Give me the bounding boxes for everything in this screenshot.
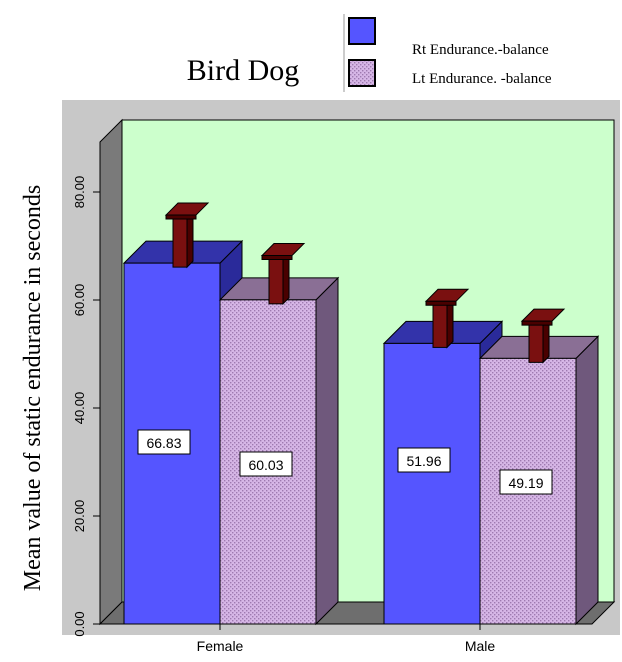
data-label: 60.03	[248, 457, 283, 473]
data-label: 51.96	[406, 453, 441, 469]
error-bar	[520, 308, 566, 364]
y-tick-label: 80.00	[72, 176, 87, 209]
error-bar-stem	[432, 300, 448, 348]
error-bar-cap-edge	[521, 320, 553, 326]
y-tick-label: 20.00	[72, 500, 87, 533]
data-label-box	[499, 469, 553, 495]
error-bar-cap-edge	[261, 255, 293, 261]
error-bar-stem	[172, 214, 188, 268]
data-label: 66.83	[146, 435, 181, 451]
error-bar-cap-edge	[165, 214, 197, 220]
legend-label-rt: Rt Endurance.-balance	[412, 42, 549, 58]
bars: 66.83 60.03 51.96 49.19	[122, 202, 600, 626]
bar: 49.19	[478, 308, 600, 626]
error-bar-stem	[528, 320, 544, 363]
x-axis: Female Male	[197, 624, 496, 654]
legend-swatch-rt	[348, 17, 376, 45]
chart-title: Bird Dog	[187, 54, 300, 87]
bar-front-face	[383, 342, 481, 625]
bar-side-face	[315, 276, 339, 626]
data-label-box	[239, 451, 293, 477]
legend: Rt Endurance.-balance Lt Endurance. -bal…	[343, 14, 552, 92]
data-label-box	[137, 429, 191, 455]
y-axis-label: Mean value of static endurance in second…	[20, 185, 46, 592]
error-bar-stem	[268, 255, 284, 305]
error-bar	[164, 202, 210, 269]
bar-side-face	[575, 335, 599, 626]
x-tick-label: Male	[465, 638, 496, 654]
y-tick-label: 60.00	[72, 284, 87, 317]
y-tick-label: 40.00	[72, 392, 87, 425]
error-bar	[424, 288, 470, 349]
legend-swatch-lt	[348, 59, 376, 87]
y-axis: 0.00 20.00 40.00 60.00 80.00	[72, 176, 100, 637]
bar: 60.03	[218, 243, 340, 626]
y-tick-label: 0.00	[72, 611, 87, 636]
error-bar-cap-edge	[425, 300, 457, 306]
x-tick-label: Female	[197, 638, 244, 654]
error-bar	[260, 243, 306, 306]
legend-label-lt: Lt Endurance. -balance	[412, 71, 552, 87]
side-wall	[99, 118, 123, 626]
data-label-box	[397, 447, 451, 473]
data-label: 49.19	[508, 475, 543, 491]
